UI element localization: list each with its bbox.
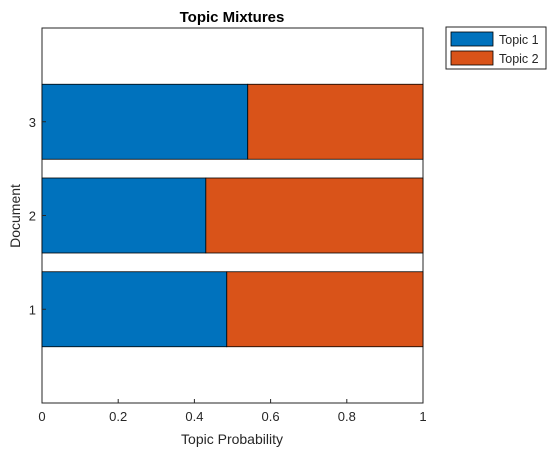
x-tick-label: 0.2 xyxy=(109,409,127,424)
bar-doc-1-topic-1 xyxy=(41,271,228,348)
bar-doc-2-topic-1 xyxy=(41,177,207,254)
bar-doc-1-topic-2 xyxy=(226,271,424,348)
y-tick-label: 1 xyxy=(29,302,36,317)
legend-label-topic-1: Topic 1 xyxy=(499,33,539,47)
legend-label-topic-2: Topic 2 xyxy=(499,52,539,66)
x-ticks-group: 0 0.2 0.4 0.6 0.8 1 xyxy=(38,399,427,424)
x-tick-label: 1 xyxy=(419,409,426,424)
legend: Topic 1 Topic 2 xyxy=(445,26,547,70)
x-tick-label: 0 xyxy=(38,409,45,424)
bars-group xyxy=(41,83,424,348)
x-axis-label: Topic Probability xyxy=(181,431,283,447)
legend-swatch-topic-1 xyxy=(450,31,494,47)
y-axis-label: Document xyxy=(7,184,23,248)
x-tick-label: 0.4 xyxy=(185,409,203,424)
y-ticks-group: 1 2 3 xyxy=(29,115,46,317)
bar-doc-2-topic-2 xyxy=(205,177,424,254)
x-tick-label: 0.8 xyxy=(338,409,356,424)
bar-doc-3-topic-1 xyxy=(41,83,249,160)
bar-doc-3-topic-2 xyxy=(247,83,424,160)
chart-title: Topic Mixtures xyxy=(180,9,285,26)
legend-swatch-topic-2 xyxy=(450,50,494,66)
x-tick-label: 0.6 xyxy=(262,409,280,424)
y-tick-label: 3 xyxy=(29,115,36,130)
y-tick-label: 2 xyxy=(29,209,36,224)
